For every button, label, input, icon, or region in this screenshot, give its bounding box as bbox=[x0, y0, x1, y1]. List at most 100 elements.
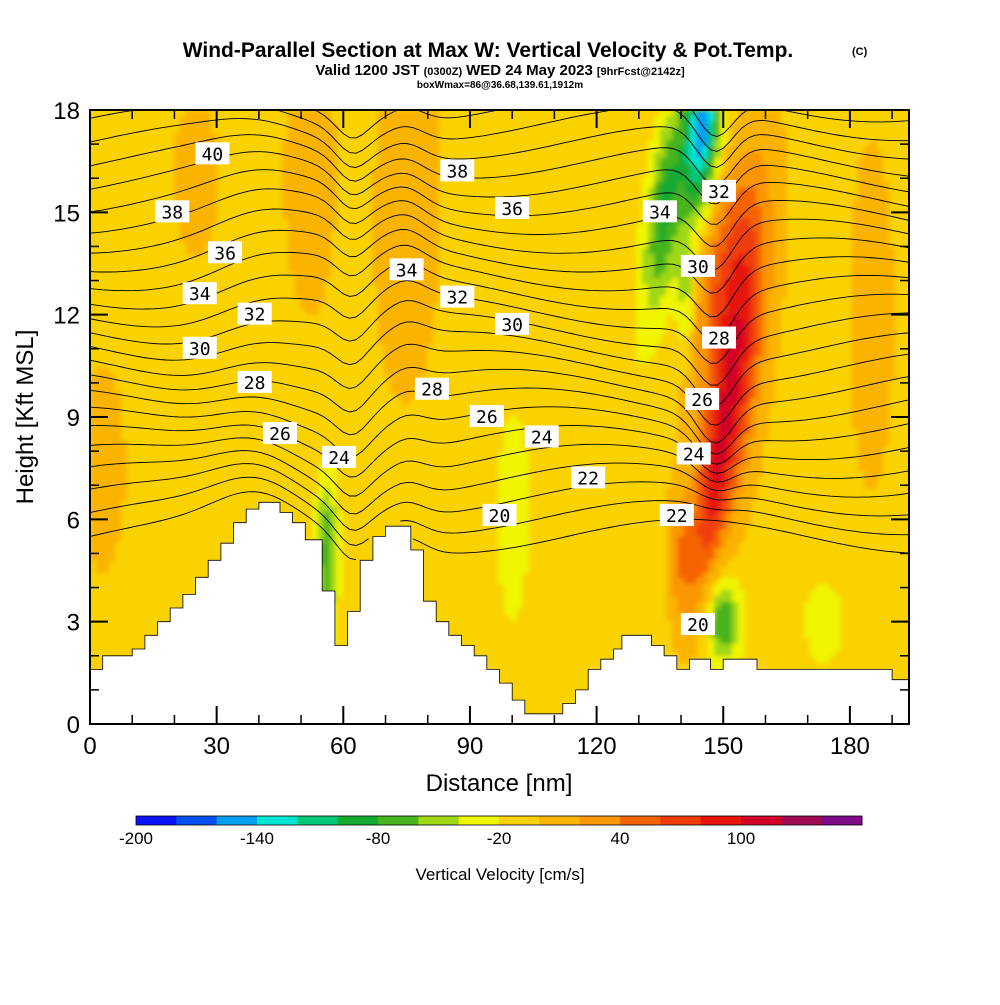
isentrope bbox=[90, 261, 909, 341]
y-tick-label: 18 bbox=[53, 98, 80, 125]
colorbar-swatch bbox=[579, 816, 621, 825]
x-tick-label: 120 bbox=[577, 733, 617, 760]
contour-label-text: 20 bbox=[687, 615, 709, 636]
colorbar-tick-label: 100 bbox=[727, 829, 755, 848]
contour-label: 36 bbox=[495, 196, 530, 220]
subtitle-date: WED 24 May 2023 bbox=[466, 62, 593, 79]
chart-title-group: Wind-Parallel Section at Max W: Vertical… bbox=[183, 39, 868, 91]
contour-label: 32 bbox=[440, 285, 475, 309]
subtitle-valid: Valid 1200 JST bbox=[315, 62, 419, 79]
colorbar-swatch bbox=[620, 816, 661, 825]
isentrope bbox=[90, 343, 909, 426]
colorbar-swatch bbox=[660, 816, 702, 825]
contour-label-text: 24 bbox=[531, 427, 553, 448]
colorbar-swatch bbox=[297, 816, 339, 825]
contour-label-text: 26 bbox=[269, 424, 291, 445]
contour-label-text: 34 bbox=[189, 284, 211, 305]
y-tick-label: 9 bbox=[67, 405, 80, 432]
contour-labels: 4038363432302826243836343230282624222034… bbox=[155, 142, 737, 636]
y-tick-label: 12 bbox=[53, 303, 80, 330]
copyright-mark: (C) bbox=[852, 46, 868, 58]
contour-label: 30 bbox=[680, 254, 715, 278]
contour-label-text: 20 bbox=[489, 506, 511, 527]
contour-label: 34 bbox=[642, 200, 677, 223]
contour-label-text: 28 bbox=[421, 380, 443, 401]
colorbar-swatch bbox=[176, 816, 218, 825]
contour-label-text: 38 bbox=[446, 161, 468, 182]
y-tick-label: 0 bbox=[67, 712, 80, 739]
x-tick-label: 60 bbox=[330, 733, 357, 760]
isentrope bbox=[90, 437, 909, 497]
colorbar-swatch bbox=[136, 816, 177, 825]
contour-label-text: 22 bbox=[577, 468, 599, 489]
isentrope bbox=[90, 424, 909, 478]
contour-label: 22 bbox=[571, 466, 606, 489]
colorbar-swatch bbox=[700, 816, 742, 825]
colorbar-frame bbox=[135, 815, 863, 826]
terrain-mask bbox=[90, 501, 909, 724]
contour-label: 34 bbox=[182, 282, 217, 305]
contour-label: 22 bbox=[659, 503, 694, 527]
contour-label: 26 bbox=[262, 422, 297, 445]
colorbar-swatch bbox=[539, 816, 581, 825]
subtitle-fcst: [9hrFcst@2142z] bbox=[597, 66, 685, 78]
contour-label: 32 bbox=[702, 179, 737, 203]
y-axis-label: Height [Kft MSL] bbox=[12, 330, 39, 505]
contour-label-text: 38 bbox=[161, 202, 183, 223]
contour-label: 20 bbox=[482, 503, 517, 527]
colorbar-tick-label: -20 bbox=[487, 829, 512, 848]
colorbar-tick-label: 40 bbox=[611, 829, 630, 848]
chart-subtitle-2: boxWmax=86@36.68,139.61,1912m bbox=[417, 80, 583, 91]
colorbar-swatch bbox=[257, 816, 298, 825]
contour-label: 36 bbox=[208, 241, 243, 264]
contour-label-text: 36 bbox=[214, 243, 236, 264]
contour-label: 24 bbox=[676, 442, 711, 466]
contour-label-text: 26 bbox=[691, 390, 713, 411]
x-tick-label: 150 bbox=[703, 733, 743, 760]
colorbar-swatch bbox=[781, 816, 823, 825]
colorbar-tick-label: -200 bbox=[119, 829, 153, 848]
contour-label: 26 bbox=[685, 387, 720, 411]
contour-label-text: 30 bbox=[189, 339, 211, 360]
isentrope bbox=[90, 450, 909, 515]
contour-label-text: 22 bbox=[666, 506, 688, 527]
contour-label: 30 bbox=[495, 312, 530, 336]
contour-label: 24 bbox=[322, 445, 357, 469]
isentrope bbox=[90, 118, 909, 168]
contour-label-text: 32 bbox=[708, 182, 730, 203]
contour-label-text: 36 bbox=[501, 199, 523, 220]
contour-label-text: 32 bbox=[446, 288, 468, 309]
contour-label-text: 26 bbox=[476, 407, 498, 428]
colorbar: -200 -140 -80 -20 40 100 bbox=[119, 815, 863, 848]
contour-label-text: 28 bbox=[708, 329, 730, 350]
x-axis-label: Distance [nm] bbox=[426, 770, 573, 797]
isentrope bbox=[90, 387, 909, 455]
subtitle-utc: (0300Z) bbox=[424, 66, 463, 78]
contour-label-text: 30 bbox=[687, 257, 709, 278]
x-tick-label: 30 bbox=[203, 733, 230, 760]
chart-subtitle: Valid 1200 JST (0300Z) WED 24 May 2023 [9hr… bbox=[315, 62, 685, 79]
colorbar-label: Vertical Velocity [cm/s] bbox=[415, 865, 584, 884]
x-tick-label: 0 bbox=[83, 733, 96, 760]
x-axis: 0 30 60 90 120 150 180 bbox=[83, 110, 893, 760]
contour-label: 26 bbox=[469, 405, 504, 428]
isentrope bbox=[90, 280, 909, 364]
isentrope bbox=[90, 134, 909, 186]
isentrope bbox=[90, 188, 909, 247]
contour-label-text: 24 bbox=[683, 445, 705, 466]
contour-label: 38 bbox=[440, 159, 475, 182]
contour-label: 28 bbox=[237, 370, 272, 394]
colorbar-swatch bbox=[741, 816, 782, 825]
contour-label: 32 bbox=[237, 302, 272, 326]
contour-label-text: 32 bbox=[244, 305, 266, 326]
colorbar-swatch bbox=[418, 816, 460, 825]
colorbar-tick-label: -140 bbox=[240, 829, 274, 848]
contour-label-text: 34 bbox=[396, 260, 418, 281]
x-tick-label: 180 bbox=[830, 733, 870, 760]
isentrope bbox=[90, 476, 909, 546]
contour-label: 24 bbox=[524, 425, 559, 448]
contour-label-text: 24 bbox=[328, 448, 350, 469]
